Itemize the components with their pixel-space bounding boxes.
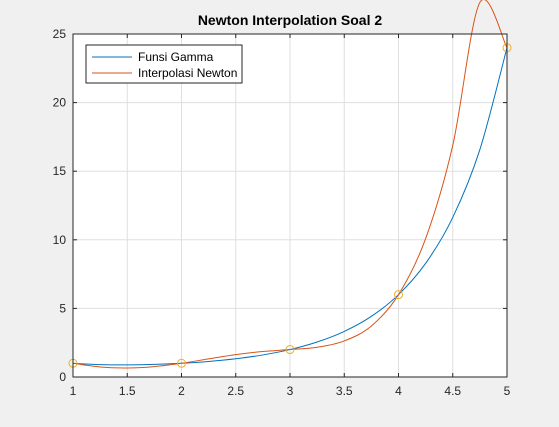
y-tick-labels: 0 5 10 15 20 25 xyxy=(53,27,67,384)
x-tick-label: 2.5 xyxy=(227,384,244,398)
x-tick-label: 4 xyxy=(395,384,402,398)
chart-title: Newton Interpolation Soal 2 xyxy=(198,12,383,28)
data-point-marker xyxy=(177,358,186,368)
x-tick-label: 3 xyxy=(287,384,294,398)
x-tick-label: 5 xyxy=(504,384,511,398)
y-tick-label: 20 xyxy=(53,96,67,110)
legend: Funsi Gamma Interpolasi Newton xyxy=(85,44,243,84)
x-tick-label: 2 xyxy=(178,384,185,398)
y-tick-label: 5 xyxy=(59,301,66,315)
legend-label-interpolasi-newton: Interpolasi Newton xyxy=(138,66,237,80)
legend-label-funsi-gamma: Funsi Gamma xyxy=(138,50,214,64)
y-tick-label: 25 xyxy=(53,27,67,41)
x-tick-label: 1.5 xyxy=(119,384,136,398)
series-line-0 xyxy=(72,47,508,366)
legend-box xyxy=(85,44,243,84)
x-tick-label: 1 xyxy=(70,384,77,398)
x-tick-labels: 1 1.5 2 2.5 3 3.5 4 4.5 5 xyxy=(70,384,511,398)
y-tick-label: 0 xyxy=(59,370,66,384)
tick-marks xyxy=(72,33,508,378)
x-tick-label: 4.5 xyxy=(444,384,461,398)
y-tick-label: 15 xyxy=(53,164,67,178)
y-tick-label: 10 xyxy=(53,233,67,247)
x-tick-label: 3.5 xyxy=(336,384,353,398)
curves xyxy=(72,0,508,369)
data-point-marker xyxy=(285,345,295,355)
series-line-1 xyxy=(72,0,508,369)
data-point-marker xyxy=(394,290,403,300)
